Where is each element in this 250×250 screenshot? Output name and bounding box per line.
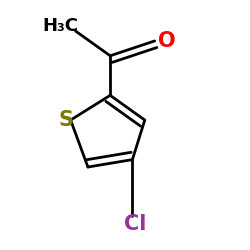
Text: H₃C: H₃C [43, 17, 79, 35]
Text: O: O [158, 31, 176, 51]
Text: Cl: Cl [124, 214, 146, 234]
Text: S: S [58, 110, 73, 130]
